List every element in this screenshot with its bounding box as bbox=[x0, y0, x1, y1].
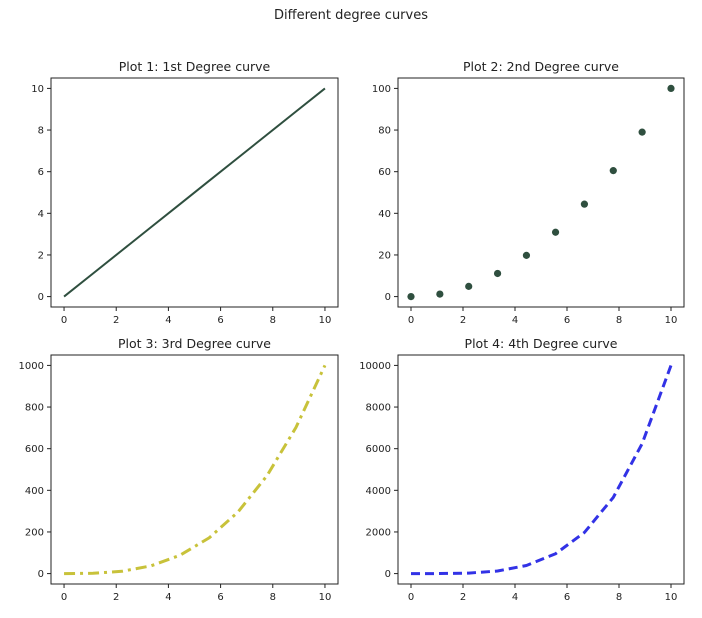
x-tick-label: 0 bbox=[61, 315, 67, 326]
x-tick-label: 0 bbox=[408, 592, 414, 603]
data-point bbox=[465, 282, 473, 290]
y-tick-label: 80 bbox=[378, 126, 391, 137]
y-tick-label: 8 bbox=[38, 126, 44, 137]
data-point bbox=[407, 292, 415, 301]
subplot-3: Plot 3: 3rd Degree curve 0 2 4 6 8 10 0 200 400 60… bbox=[19, 336, 339, 603]
figure-suptitle: Different degree curves bbox=[274, 8, 428, 23]
data-point bbox=[580, 200, 589, 208]
series-line bbox=[410, 364, 673, 576]
y-tick-label: 40 bbox=[378, 209, 391, 220]
y-tick-label: 0 bbox=[38, 569, 44, 580]
y-tick-label: 10 bbox=[31, 84, 44, 95]
data-point bbox=[522, 251, 531, 259]
x-tick-label: 10 bbox=[319, 592, 332, 603]
series-line bbox=[63, 87, 326, 298]
y-tick-label: 60 bbox=[378, 167, 391, 178]
y-tick-label: 400 bbox=[25, 486, 44, 497]
subplot-4: Plot 4: 4th Degree curve 0 2 4 6 8 10 0 2000 4000… bbox=[359, 336, 685, 603]
y-tick-label: 20 bbox=[378, 250, 391, 261]
x-tick-label: 4 bbox=[165, 592, 171, 603]
x-tick-label: 8 bbox=[270, 315, 276, 326]
subplot-title: Plot 1: 1st Degree curve bbox=[119, 59, 271, 74]
x-tick-label: 2 bbox=[113, 592, 119, 603]
data-point bbox=[609, 167, 617, 175]
y-tick-label: 2 bbox=[38, 250, 44, 261]
x-tick-label: 2 bbox=[460, 315, 466, 326]
x-tick-label: 4 bbox=[165, 315, 171, 326]
x-tick-label: 4 bbox=[512, 592, 518, 603]
axes-frame bbox=[50, 354, 339, 585]
x-tick-label: 6 bbox=[564, 592, 570, 603]
y-tick-label: 0 bbox=[38, 292, 44, 303]
y-tick-label: 800 bbox=[25, 403, 44, 414]
y-tick-label: 0 bbox=[385, 292, 391, 303]
subplot-title: Plot 3: 3rd Degree curve bbox=[118, 336, 271, 351]
y-tick-label: 2000 bbox=[366, 527, 391, 538]
x-tick-label: 0 bbox=[408, 315, 414, 326]
data-point bbox=[638, 128, 646, 136]
y-tick-label: 600 bbox=[25, 444, 44, 455]
x-tick-label: 10 bbox=[665, 592, 678, 603]
x-tick-label: 2 bbox=[113, 315, 119, 326]
x-tick-label: 8 bbox=[270, 592, 276, 603]
axes-frame bbox=[397, 77, 685, 308]
y-tick-label: 6000 bbox=[366, 444, 391, 455]
subplot-title: Plot 2: 2nd Degree curve bbox=[463, 59, 619, 74]
y-tick-label: 4000 bbox=[366, 486, 391, 497]
y-tick-label: 6 bbox=[38, 167, 44, 178]
x-tick-label: 6 bbox=[217, 315, 223, 326]
data-point bbox=[667, 84, 675, 93]
y-tick-label: 4 bbox=[38, 209, 44, 220]
x-tick-label: 8 bbox=[616, 592, 622, 603]
subplot-title: Plot 4: 4th Degree curve bbox=[465, 336, 618, 351]
data-point bbox=[436, 290, 444, 298]
y-tick-label: 1000 bbox=[19, 361, 44, 372]
x-tick-label: 6 bbox=[217, 592, 223, 603]
x-tick-label: 2 bbox=[460, 592, 466, 603]
y-tick-label: 0 bbox=[385, 569, 391, 580]
x-tick-label: 10 bbox=[665, 315, 678, 326]
x-tick-label: 10 bbox=[319, 315, 332, 326]
x-tick-label: 0 bbox=[61, 592, 67, 603]
y-tick-label: 10000 bbox=[359, 361, 391, 372]
data-point bbox=[493, 269, 502, 278]
axes-frame bbox=[50, 77, 339, 308]
axes-frame bbox=[397, 354, 685, 585]
subplot-1: Plot 1: 1st Degree curve 0 2 4 6 8 10 0 2 4 6 8 10 bbox=[31, 59, 339, 326]
y-tick-label: 100 bbox=[372, 84, 391, 95]
data-point bbox=[551, 228, 560, 236]
x-tick-label: 8 bbox=[616, 315, 622, 326]
x-tick-label: 4 bbox=[512, 315, 518, 326]
y-tick-label: 200 bbox=[25, 527, 44, 538]
x-tick-label: 6 bbox=[564, 315, 570, 326]
series-line bbox=[64, 364, 327, 576]
y-tick-label: 8000 bbox=[366, 403, 391, 414]
